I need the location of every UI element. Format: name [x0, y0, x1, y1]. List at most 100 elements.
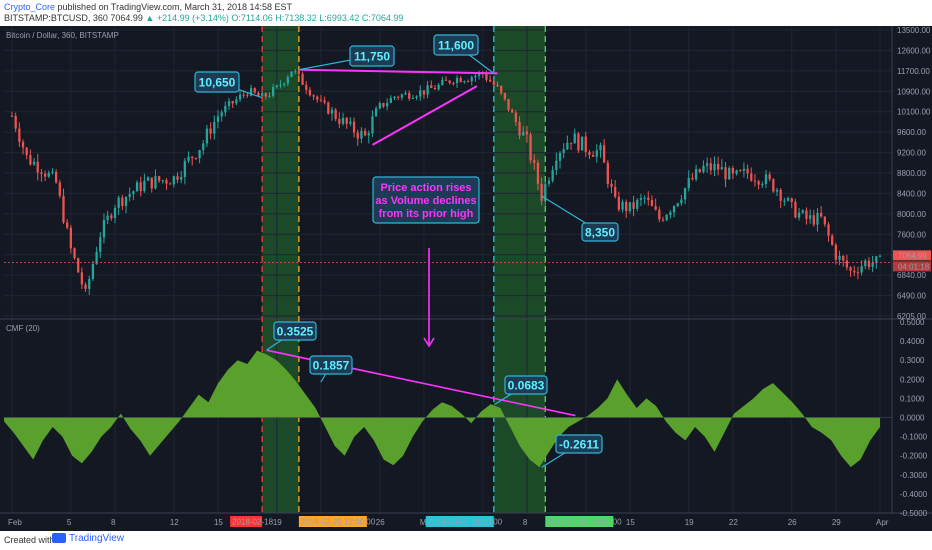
price-tick-label: 6490.00	[897, 292, 926, 301]
candle-body	[338, 119, 341, 124]
candle-body	[614, 186, 617, 197]
chart-svg[interactable]: 13500.00 12600.00 11700.00 10900.00 10100.00…	[0, 26, 932, 531]
candle-body	[834, 244, 838, 260]
candle-body	[808, 215, 812, 219]
candle-body	[124, 196, 128, 206]
candle-body	[150, 177, 153, 189]
candle-body	[860, 266, 863, 273]
label-8350	[581, 222, 619, 242]
candle-body	[382, 103, 385, 107]
candle-body	[485, 73, 488, 80]
candle-body	[569, 142, 573, 144]
date-tick-label: 5	[67, 518, 72, 527]
candle-body	[84, 284, 87, 289]
candle-body	[683, 188, 687, 200]
chart-area[interactable]: 13500.00 12600.00 11700.00 10900.00 10100.00…	[0, 26, 932, 531]
candle-body	[728, 167, 731, 180]
candle-body	[58, 182, 61, 196]
candle-body	[367, 133, 370, 136]
author-link[interactable]: Crypto_Core	[4, 2, 56, 12]
label-8350-text: 8,350	[585, 226, 615, 240]
candle-body	[529, 134, 532, 161]
candle-body	[448, 80, 451, 84]
candle-body	[301, 73, 304, 85]
date-tick-label: 22	[729, 518, 738, 527]
cmf-tick-label: 0.5000	[900, 318, 925, 327]
candle-body	[477, 72, 481, 76]
candle-body	[595, 150, 598, 157]
candle-body	[816, 212, 819, 225]
candle-body	[687, 177, 690, 189]
candle-body	[838, 256, 841, 260]
candle-body	[676, 203, 679, 206]
candle-body	[772, 179, 775, 192]
label-11600	[433, 34, 479, 56]
cmf-tick-label: 0.4000	[900, 337, 925, 346]
candle-body	[562, 149, 565, 153]
candle-body	[842, 256, 845, 261]
candle-body	[393, 96, 396, 98]
candle-body	[102, 220, 106, 238]
symbol-name: BITSTAMP:BTCUSD, 360	[4, 13, 111, 23]
candle-body	[470, 77, 473, 82]
date-tick-label: Feb	[8, 518, 22, 527]
price-trendline-rising	[371, 85, 478, 146]
candle-body	[466, 81, 470, 83]
candle-body	[658, 209, 661, 220]
candle-body	[268, 95, 271, 97]
candle-body	[334, 109, 337, 120]
candle-body	[761, 184, 764, 186]
candle-body	[775, 189, 779, 192]
candle-body	[224, 105, 227, 113]
candle-body	[783, 200, 786, 202]
candle-body	[275, 85, 278, 87]
candle-body	[573, 133, 576, 144]
candle-body	[99, 237, 102, 252]
candle-body	[169, 183, 172, 185]
label-cmf-03525-text: 0.3525	[277, 325, 314, 339]
candle-body	[330, 109, 334, 114]
candle-body	[794, 201, 797, 218]
candle-body	[54, 171, 58, 183]
candle-body	[386, 102, 389, 107]
candle-body	[14, 115, 17, 129]
candle-body	[853, 270, 856, 273]
date-tick-label: 12	[170, 518, 179, 527]
label-cmf-00683-text: 0.0683	[508, 379, 545, 393]
candle-body	[698, 169, 701, 172]
candle-body	[172, 176, 175, 185]
candle-body	[525, 131, 529, 135]
candle-body	[157, 176, 161, 181]
label-cmf-02611-text: -0.2611	[559, 438, 599, 452]
candle-body	[805, 210, 808, 219]
cmf-tick-label: -0.1000	[900, 433, 928, 442]
candle-body	[588, 152, 591, 156]
price-action-note-text: from its prior high	[379, 208, 474, 220]
date-marker-tag-text: 2018-03-09 06:00:00	[547, 518, 622, 527]
candle-body	[271, 86, 275, 96]
date-tick-label: 19	[685, 518, 694, 527]
candle-body	[21, 141, 25, 148]
candle-body	[694, 169, 698, 180]
date-marker-tag-text: 2018-02-20 12:00:00	[301, 518, 376, 527]
price-action-note-text: as Volume declines	[375, 195, 476, 207]
candle-body	[831, 235, 834, 245]
candle-body	[231, 101, 234, 104]
candle-body	[746, 168, 749, 174]
candle-body	[95, 251, 98, 264]
candle-body	[566, 142, 569, 150]
candle-body	[194, 158, 198, 160]
candle-body	[139, 182, 142, 192]
candle-body	[735, 170, 738, 174]
candle-body	[731, 167, 735, 174]
price-tick-label: 10100.00	[897, 108, 931, 117]
publish-info: published on TradingView.com, March 31, …	[57, 2, 293, 12]
candle-body	[669, 212, 672, 216]
candle-body	[305, 84, 308, 90]
tradingview-logo[interactable]: TradingView	[52, 533, 124, 544]
candle-body	[249, 88, 253, 96]
ohlc-values: O:7114.06 H:7138.32 L:6993.42 C:7064.99	[231, 13, 404, 23]
symbol-line: BITSTAMP:BTCUSD, 360 7064.99 ▲ +214.99 (…	[4, 13, 403, 23]
candle-body	[702, 165, 705, 172]
date-marker-tag	[425, 516, 494, 527]
